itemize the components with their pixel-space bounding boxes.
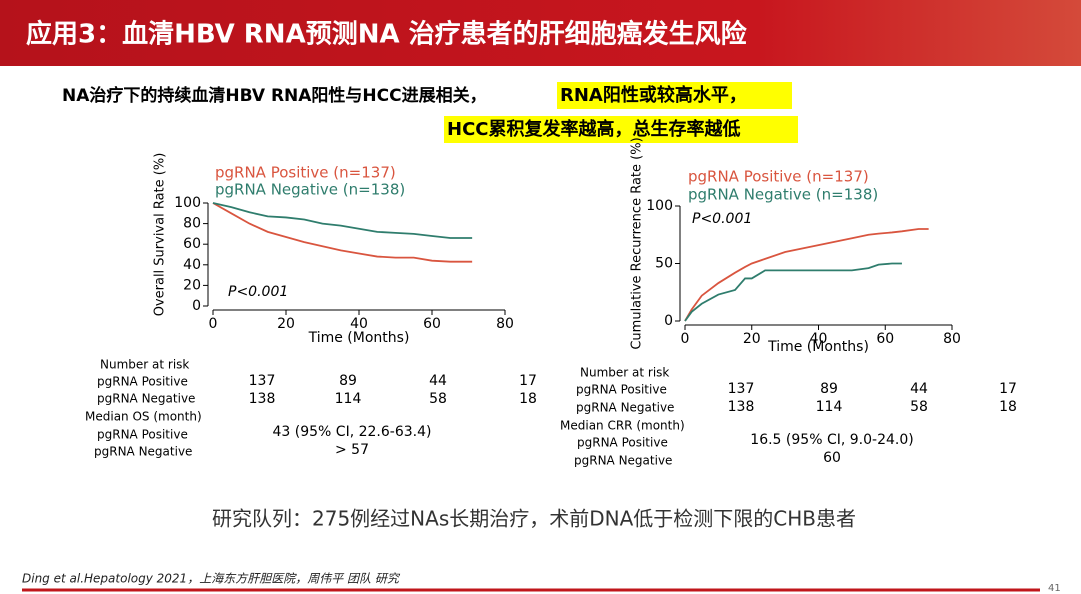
risk-count: 89	[820, 381, 838, 397]
y-tick-label: 50	[655, 256, 673, 272]
x-axis-label: Time (Months)	[767, 339, 869, 355]
x-axis-label: Time (Months)	[308, 330, 410, 346]
citation: Ding et al.Hepatology 2021，上海东方肝胆医院，周伟平 …	[22, 572, 401, 586]
x-tick-label: 40	[810, 331, 828, 347]
page-number: 41	[1048, 583, 1061, 594]
table-header: Number at risk	[580, 366, 669, 380]
table-header: Number at risk	[100, 358, 189, 372]
x-tick-label: 0	[209, 316, 218, 332]
y-tick-label: 0	[664, 313, 673, 329]
header-title: 应用3：血清HBV RNA预测NA 治疗患者的肝细胞癌发生风险	[26, 19, 748, 50]
subtitle-highlight: RNA阳性或较高水平，	[560, 84, 747, 106]
row-label: pgRNA Negative	[97, 392, 195, 406]
survival-curve	[212, 202, 473, 239]
row-label: pgRNA Negative	[94, 445, 192, 459]
row-label: pgRNA Positive	[577, 436, 668, 450]
risk-count: 114	[816, 399, 843, 415]
x-tick-label: 40	[350, 316, 368, 332]
risk-count: 18	[999, 399, 1017, 415]
annotation: P<0.001	[692, 211, 752, 227]
risk-count: 44	[429, 373, 447, 389]
y-tick-label: 20	[183, 277, 201, 293]
survival-curve	[212, 202, 473, 263]
table-header: Median OS (month)	[85, 410, 202, 424]
y-tick-label: 60	[183, 236, 201, 252]
risk-count: 89	[339, 373, 357, 389]
row-label: pgRNA Negative	[576, 401, 674, 415]
header-bar	[0, 0, 1081, 66]
risk-count: 17	[999, 381, 1017, 397]
row-label: pgRNA Positive	[97, 428, 188, 442]
risk-count: 44	[910, 381, 928, 397]
risk-count: 138	[249, 391, 276, 407]
legend-entry: pgRNA Negative (n=138)	[215, 181, 405, 199]
y-tick-label: 0	[192, 298, 201, 314]
row-label: pgRNA Negative	[574, 454, 672, 468]
annotation: P<0.001	[228, 284, 288, 300]
x-tick-label: 80	[943, 331, 961, 347]
y-tick-label: 100	[646, 198, 673, 214]
x-tick-label: 0	[681, 331, 690, 347]
y-tick-label: 40	[183, 257, 201, 273]
risk-count: 137	[728, 381, 755, 397]
row-label: pgRNA Positive	[97, 375, 188, 389]
legend-entry: pgRNA Negative (n=138)	[688, 186, 878, 204]
y-axis-label: Cumulative Recurrence Rate (%)	[630, 137, 645, 349]
x-tick-label: 80	[496, 316, 514, 332]
legend-entry: pgRNA Positive (n=137)	[688, 168, 869, 186]
row-label: pgRNA Positive	[576, 383, 667, 397]
survival-curve	[684, 262, 902, 322]
highlight-bg	[557, 82, 792, 109]
risk-count: 137	[249, 373, 276, 389]
median-value: 16.5 (95% CI, 9.0-24.0)	[750, 432, 913, 448]
x-tick-label: 20	[743, 331, 761, 347]
y-tick-label: 100	[174, 195, 201, 211]
y-tick-label: 80	[183, 216, 201, 232]
subtitle: NA治疗下的持续血清HBV RNA阳性与HCC进展相关，	[62, 85, 487, 106]
x-tick-label: 60	[423, 316, 441, 332]
subtitle-highlight: HCC累积复发率越高，总生存率越低	[447, 118, 740, 140]
risk-count: 18	[519, 391, 537, 407]
risk-count: 17	[519, 373, 537, 389]
x-tick-label: 20	[277, 316, 295, 332]
survival-curve	[684, 228, 929, 322]
y-axis-label: Overall Survival Rate (%)	[153, 153, 168, 317]
highlight-bg	[444, 116, 798, 143]
risk-count: 58	[910, 399, 928, 415]
table-header: Median CRR (month)	[560, 419, 685, 433]
risk-count: 114	[335, 391, 362, 407]
risk-count: 138	[728, 399, 755, 415]
cohort-note: 研究队列：275例经过NAs长期治疗，术前DNA低于检测下限的CHB患者	[212, 507, 856, 531]
legend-entry: pgRNA Positive (n=137)	[215, 164, 396, 182]
x-tick-label: 60	[876, 331, 894, 347]
median-value: > 57	[335, 442, 369, 458]
risk-count: 58	[429, 391, 447, 407]
median-value: 60	[823, 450, 841, 466]
median-value: 43 (95% CI, 22.6-63.4)	[273, 424, 432, 440]
